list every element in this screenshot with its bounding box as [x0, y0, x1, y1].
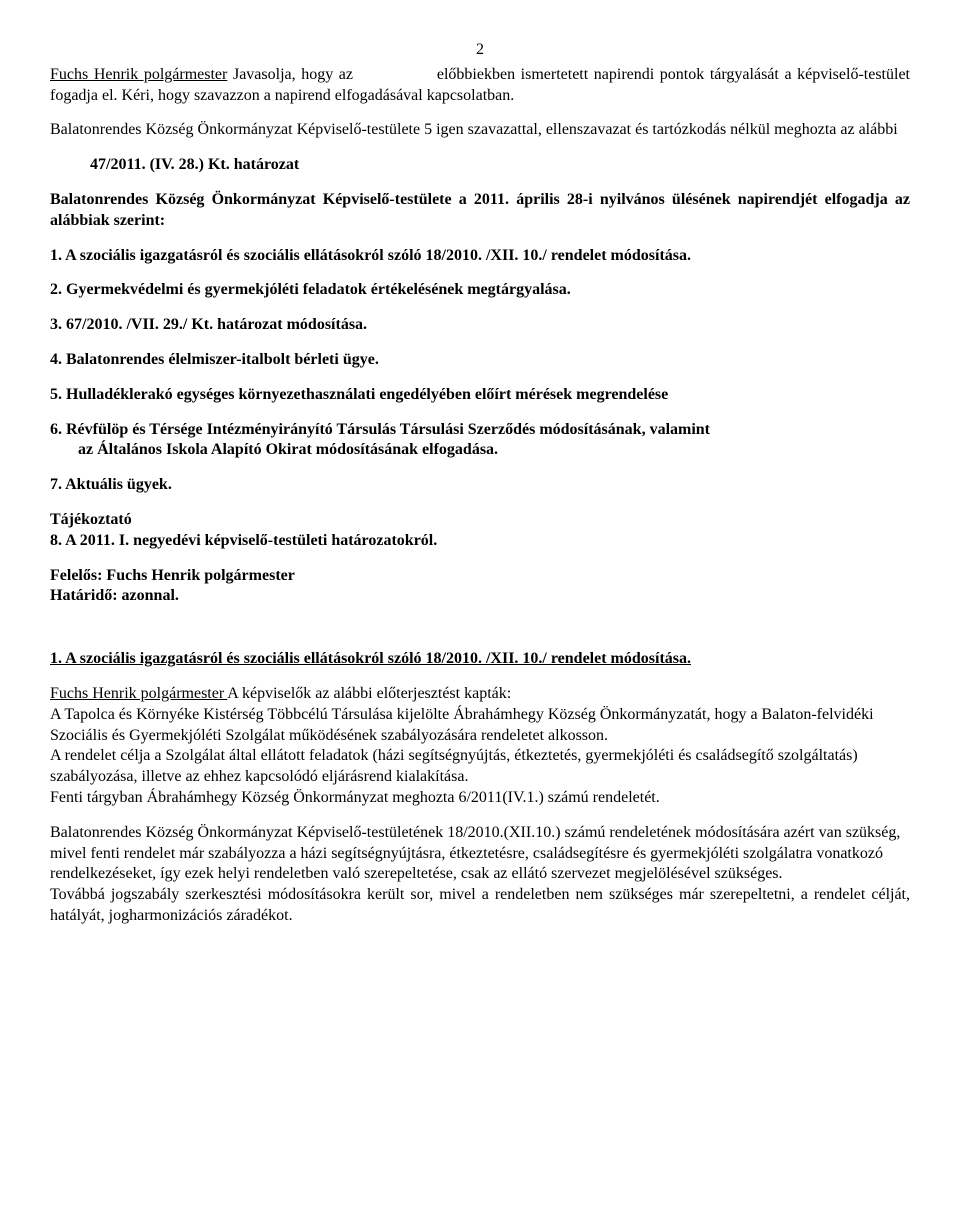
agenda-item-1: 1. A szociális igazgatásról és szociális… [50, 246, 910, 267]
mayor-name-2: Fuchs Henrik polgármester [50, 685, 227, 702]
section-1-p1: Fuchs Henrik polgármester A képviselők a… [50, 684, 910, 705]
page-number: 2 [50, 40, 910, 61]
section-1-p2: A Tapolca és Környéke Kistérség Többcélú… [50, 705, 910, 747]
deadline-line: Határidő: azonnal. [50, 586, 910, 607]
info-heading: Tájékoztató [50, 510, 910, 531]
agenda-item-6-line2: az Általános Iskola Alapító Okirat módos… [50, 440, 910, 461]
agenda-item-5: 5. Hulladéklerakó egységes környezethasz… [50, 385, 910, 406]
section-1-p4: Fenti tárgyban Ábrahámhegy Község Önkorm… [50, 788, 910, 809]
section-1-p6: Továbbá jogszabály szerkesztési módosítá… [50, 885, 910, 927]
intro-paragraph-1: Fuchs Henrik polgármester Javasolja, hog… [50, 65, 910, 107]
agenda-item-3: 3. 67/2010. /VII. 29./ Kt. határozat mód… [50, 315, 910, 336]
section-1-heading: 1. A szociális igazgatásról és szociális… [50, 649, 910, 670]
agenda-item-4: 4. Balatonrendes élelmiszer-italbolt bér… [50, 350, 910, 371]
agenda-item-8: 8. A 2011. I. negyedévi képviselő-testül… [50, 531, 910, 552]
agenda-item-2: 2. Gyermekvédelmi és gyermekjóléti felad… [50, 280, 910, 301]
agenda-item-7: 7. Aktuális ügyek. [50, 475, 910, 496]
resolution-number: 47/2011. (IV. 28.) Kt. határozat [50, 155, 910, 176]
section-1-p1-text: A képviselők az alábbi előterjesztést ka… [227, 685, 511, 702]
section-1-p3: A rendelet célja a Szolgálat által ellát… [50, 746, 910, 788]
intro-paragraph-3: Balatonrendes Község Önkormányzat Képvis… [50, 190, 910, 232]
section-1-p5: Balatonrendes Község Önkormányzat Képvis… [50, 823, 910, 885]
responsible-line: Felelős: Fuchs Henrik polgármester [50, 566, 910, 587]
agenda-item-6-line1: 6. Révfülöp és Térsége Intézményirányító… [50, 420, 910, 441]
mayor-name: Fuchs Henrik polgármester [50, 66, 227, 83]
intro-paragraph-2: Balatonrendes Község Önkormányzat Képvis… [50, 120, 910, 141]
